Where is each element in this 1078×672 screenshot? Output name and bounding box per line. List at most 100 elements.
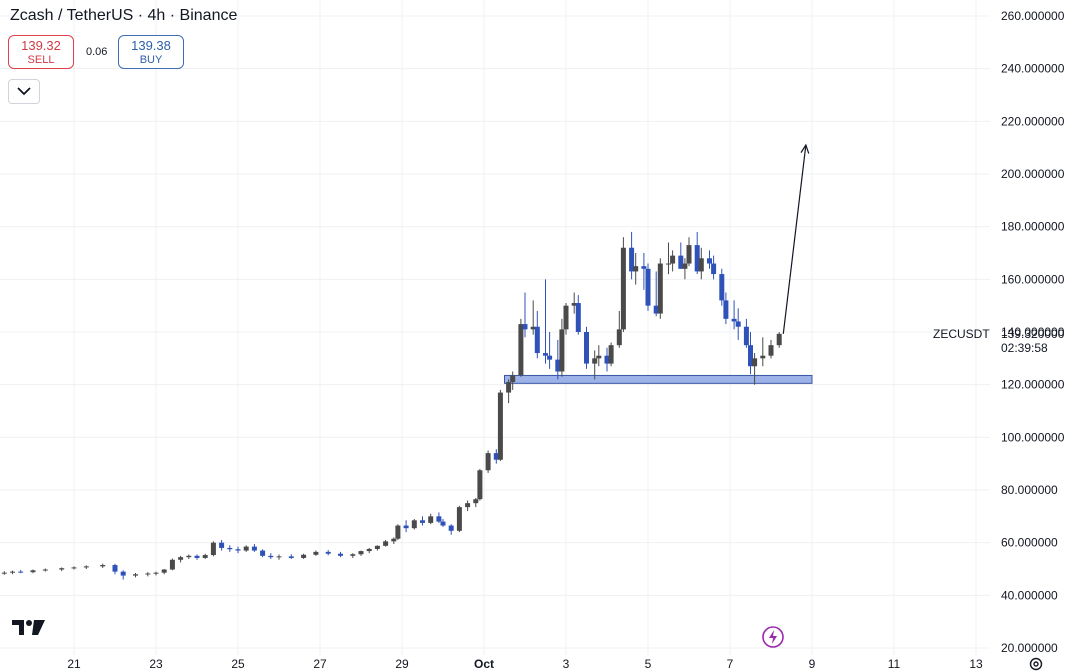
candle [42, 568, 48, 572]
candle [383, 540, 389, 547]
candle [559, 318, 565, 377]
candle-body [711, 263, 717, 275]
candle-body [686, 245, 692, 264]
candle [210, 541, 216, 557]
grid-lines [0, 0, 990, 655]
arrow-line [782, 144, 807, 334]
candle-body [325, 551, 331, 554]
candle-body [465, 503, 471, 508]
bar-countdown: 02:39:58 [1001, 341, 1048, 355]
y-tick-label: 140.000000 [1001, 325, 1065, 339]
candle-body [571, 303, 577, 306]
buy-label: BUY [139, 54, 163, 66]
candle-body [178, 557, 184, 560]
candle-body [350, 554, 356, 556]
symbol-title[interactable]: Zcash / TetherUS · 4h · Binance [10, 7, 238, 24]
lightning-icon[interactable] [762, 626, 784, 648]
candle [338, 551, 343, 558]
support-zone[interactable] [504, 374, 813, 384]
candle [366, 547, 372, 554]
candle [18, 570, 24, 574]
candle-body [428, 516, 434, 523]
candle [440, 518, 446, 527]
candle [666, 242, 671, 275]
candle [584, 326, 589, 369]
candle [235, 546, 241, 554]
candle [555, 339, 561, 380]
ticker-label: ZECUSDT [933, 327, 990, 341]
y-tick-label: 240.000000 [1001, 62, 1065, 76]
y-tick-label: 160.000000 [1001, 272, 1065, 286]
candle [711, 255, 717, 280]
candle-body [1, 572, 7, 574]
candle-body [18, 571, 24, 573]
candle [473, 497, 479, 508]
candle-body [100, 565, 106, 567]
buy-button[interactable]: 139.38 BUY [118, 35, 184, 69]
candle [592, 350, 598, 380]
candle [596, 345, 602, 367]
candle [161, 569, 167, 575]
price-axis[interactable]: 260.000000 240.000000 220.000000 200.000000… [1001, 9, 1065, 655]
candle-body [260, 550, 266, 556]
candle-body [251, 546, 257, 551]
candle-body [596, 355, 602, 359]
candle [153, 571, 159, 576]
candle-body [620, 247, 626, 330]
candle [698, 247, 704, 280]
candle-body [411, 520, 417, 529]
candle-body [510, 375, 516, 383]
candle-body [653, 305, 659, 314]
last-price-tag: 139.320000 02:39:58 [1001, 327, 1064, 355]
support-zone-rect[interactable] [504, 374, 813, 384]
candle [477, 468, 483, 501]
candle-body [313, 551, 319, 555]
candle [707, 250, 712, 269]
y-tick-label: 120.000000 [1001, 378, 1065, 392]
candle [10, 570, 15, 575]
x-tick-label: 25 [231, 657, 245, 670]
candle [251, 543, 257, 552]
candle [133, 572, 138, 578]
candle [1, 571, 7, 575]
candle-body [768, 345, 774, 356]
candle [645, 263, 651, 311]
sell-button[interactable]: 139.32 SELL [8, 35, 74, 69]
candle-body [760, 355, 766, 359]
tradingview-logo-icon[interactable] [12, 620, 46, 636]
candle-body [731, 318, 737, 322]
x-tick-label: 29 [395, 657, 409, 670]
candle-body [436, 516, 442, 522]
candle-body [161, 569, 167, 573]
candle-body [374, 545, 380, 549]
x-tick-label: 9 [809, 657, 816, 670]
candle-body [477, 470, 483, 500]
candle [510, 371, 516, 390]
x-tick-label: 13 [969, 657, 983, 670]
chevron-down-icon [17, 87, 31, 96]
candle-body [493, 453, 499, 460]
candle [194, 554, 200, 560]
candle [731, 300, 737, 330]
candle [227, 545, 233, 552]
candle [678, 242, 684, 269]
collapse-button[interactable] [8, 79, 40, 104]
candle [358, 550, 364, 556]
candle-body [235, 549, 241, 551]
y-tick-label: 80.000000 [1001, 483, 1058, 497]
candle-body [358, 551, 364, 555]
projection-arrow[interactable] [782, 143, 810, 334]
candle-body [448, 525, 454, 531]
y-tick-label: 40.000000 [1001, 588, 1058, 602]
candle [391, 537, 397, 544]
time-axis[interactable]: 21 23 25 27 29 Oct 3 5 7 9 11 13 [67, 657, 983, 670]
candle-body [301, 554, 307, 558]
candle-body [608, 345, 614, 364]
y-tick-label: 260.000000 [1001, 9, 1065, 23]
candle [145, 572, 151, 577]
candle [411, 518, 417, 530]
candle [608, 342, 614, 367]
candle [436, 512, 442, 523]
candle [694, 231, 700, 275]
